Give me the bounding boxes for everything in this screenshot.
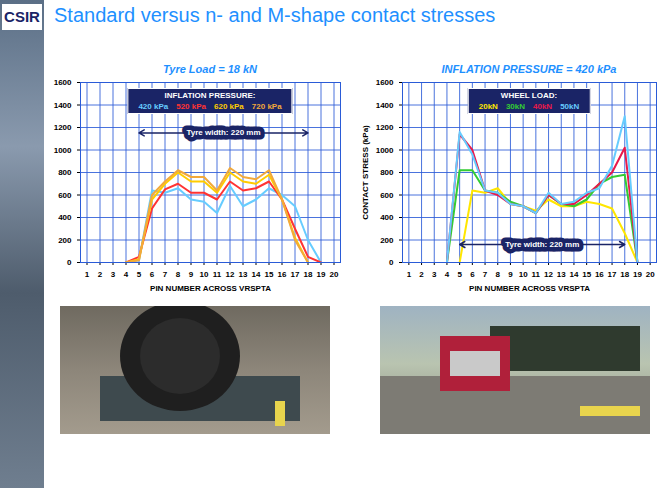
svg-text:10: 10 (519, 270, 528, 279)
html-text:40kN: 40kN (533, 102, 553, 111)
svg-text:7: 7 (163, 270, 168, 279)
svg-text:200: 200 (380, 236, 394, 245)
svg-text:9: 9 (508, 270, 513, 279)
svg-text:14: 14 (252, 270, 261, 279)
html-text:520 kPa: 520 kPa (176, 102, 206, 111)
svg-text:1000: 1000 (376, 146, 394, 155)
html-text:INFLATION PRESSURE = 420 kPa: INFLATION PRESSURE = 420 kPa (441, 63, 617, 75)
html-text:INFLATION PRESSURE:: INFLATION PRESSURE: (164, 91, 256, 100)
svg-text:1400: 1400 (376, 101, 394, 110)
svg-text:3: 3 (432, 270, 437, 279)
svg-text:2: 2 (98, 270, 103, 279)
svg-text:1: 1 (85, 270, 90, 279)
svg-text:13: 13 (557, 270, 566, 279)
svg-text:1600: 1600 (54, 78, 72, 87)
svg-text:4: 4 (124, 270, 129, 279)
svg-text:200: 200 (58, 236, 72, 245)
html-text:30kN: 30kN (505, 102, 525, 111)
svg-text:400: 400 (380, 213, 394, 222)
svg-text:800: 800 (58, 168, 72, 177)
svg-text:14: 14 (569, 270, 578, 279)
svg-text:15: 15 (582, 270, 591, 279)
svg-text:0: 0 (389, 258, 394, 267)
svg-text:3: 3 (111, 270, 116, 279)
svg-text:15: 15 (265, 270, 274, 279)
svg-text:17: 17 (608, 270, 617, 279)
svg-text:12: 12 (226, 270, 235, 279)
svg-text:1200: 1200 (376, 123, 394, 132)
svg-text:20: 20 (330, 270, 339, 279)
svg-text:0: 0 (67, 258, 72, 267)
svg-text:1: 1 (407, 270, 412, 279)
svg-text:16: 16 (278, 270, 287, 279)
html-text:720 kPa: 720 kPa (251, 102, 282, 111)
svg-text:800: 800 (380, 168, 394, 177)
svg-text:600: 600 (380, 191, 394, 200)
svg-text:12: 12 (544, 270, 553, 279)
svg-text:4: 4 (445, 270, 450, 279)
svg-text:11: 11 (532, 270, 541, 279)
svg-text:600: 600 (58, 191, 72, 200)
svg-text:7: 7 (483, 270, 488, 279)
html-text:WHEEL LOAD:: WHEEL LOAD: (500, 91, 558, 100)
svg-text:PIN NUMBER ACROSS VRSPTA: PIN NUMBER ACROSS VRSPTA (469, 284, 590, 293)
html-text:CSIR: CSIR (4, 8, 40, 25)
svg-text:10: 10 (200, 270, 209, 279)
html-text:Tyre Load = 18 kN: Tyre Load = 18 kN (163, 63, 257, 75)
svg-text:2: 2 (419, 270, 424, 279)
svg-text:5: 5 (457, 270, 462, 279)
svg-text:13: 13 (239, 270, 248, 279)
html-text:620 kPa: 620 kPa (214, 102, 244, 111)
svg-text:PIN NUMBER ACROSS VRSPTA: PIN NUMBER ACROSS VRSPTA (150, 284, 271, 293)
html-text:Standard versus n- and M-shape: Standard versus n- and M-shape contact s… (54, 4, 496, 26)
svg-text:6: 6 (150, 270, 155, 279)
svg-text:19: 19 (633, 270, 642, 279)
svg-text:1600: 1600 (376, 78, 394, 87)
svg-text:6: 6 (470, 270, 475, 279)
svg-text:17: 17 (291, 270, 300, 279)
svg-text:18: 18 (304, 270, 313, 279)
html-text:20kN: 20kN (478, 102, 498, 111)
html-text:420 kPa: 420 kPa (138, 102, 169, 111)
svg-text:8: 8 (176, 270, 181, 279)
svg-text:9: 9 (189, 270, 194, 279)
svg-text:11: 11 (213, 270, 222, 279)
svg-text:19: 19 (317, 270, 326, 279)
svg-text:1000: 1000 (54, 146, 72, 155)
svg-text:8: 8 (496, 270, 501, 279)
svg-text:1200: 1200 (54, 123, 72, 132)
svg-text:18: 18 (620, 270, 629, 279)
html-text:50kN: 50kN (560, 102, 580, 111)
svg-text:Tyre width: 220 mm: Tyre width: 220 mm (505, 240, 579, 249)
svg-text:20: 20 (646, 270, 655, 279)
svg-text:1400: 1400 (54, 101, 72, 110)
svg-text:CONTACT STRESS (kPa): CONTACT STRESS (kPa) (361, 125, 370, 220)
svg-text:5: 5 (137, 270, 142, 279)
svg-text:Tyre width: 220 mm: Tyre width: 220 mm (186, 128, 260, 137)
svg-text:400: 400 (58, 213, 72, 222)
svg-text:16: 16 (595, 270, 604, 279)
